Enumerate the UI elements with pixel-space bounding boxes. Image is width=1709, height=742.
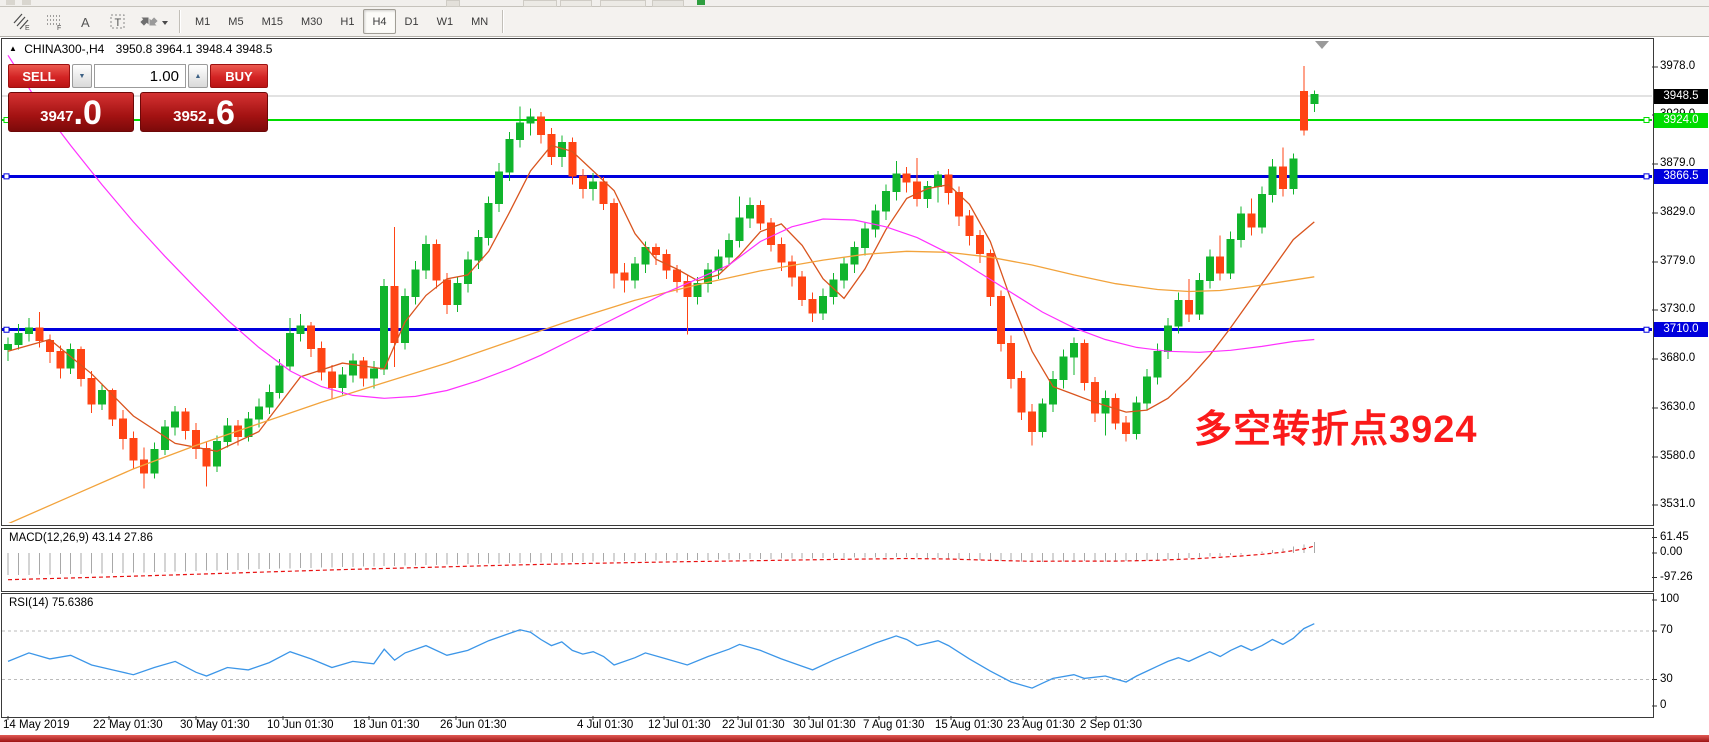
rsi-label: RSI(14) 75.6386 xyxy=(9,597,94,609)
text-icon[interactable]: A xyxy=(71,9,101,35)
buy-button[interactable]: BUY xyxy=(210,64,268,88)
collapse-marker-icon[interactable]: ▲ xyxy=(9,44,17,53)
timeframe-button-m15[interactable]: M15 xyxy=(261,15,283,28)
sell-price-panel[interactable]: 3947 .0 xyxy=(8,92,134,132)
buy-price-int: 3952 xyxy=(173,108,207,125)
time-axis-label: 30 Jul 01:30 xyxy=(793,719,856,731)
support-badge-3710: 3710.0 xyxy=(1654,322,1708,338)
timeframe-button-m5[interactable]: M5 xyxy=(228,15,244,28)
time-axis-label: 14 May 2019 xyxy=(3,719,70,731)
timeframe-button-group: M1 M5 M15 M30 H1 H4 D1 W1 MN xyxy=(186,7,497,36)
sell-button[interactable]: SELL xyxy=(8,64,70,88)
macd-axis-label: 0.00 xyxy=(1660,546,1683,558)
price-tick-label: 3879.0 xyxy=(1660,157,1696,170)
rsi-axis-label: 30 xyxy=(1660,672,1673,685)
clipped-icon xyxy=(446,0,460,7)
time-axis-label: 22 May 01:30 xyxy=(93,719,163,731)
price-tick-label: 3779.0 xyxy=(1660,255,1696,268)
clipped-icon xyxy=(600,0,646,7)
macd-pane[interactable] xyxy=(1,528,1654,592)
fibonacci-icon[interactable]: F xyxy=(39,9,69,35)
toolbar-separator xyxy=(179,10,181,33)
macd-label: MACD(12,26,9) 43.14 27.86 xyxy=(9,532,153,544)
time-axis-label: 22 Jul 01:30 xyxy=(722,719,785,731)
price-tick-label: 3978.0 xyxy=(1660,60,1696,73)
sell-price-dec: .0 xyxy=(73,94,102,133)
clipped-icon xyxy=(652,0,684,7)
time-axis-label: 26 Jun 01:30 xyxy=(440,719,507,731)
volume-decrease-button[interactable]: ▼ xyxy=(72,64,92,88)
time-axis-label: 30 May 01:30 xyxy=(180,719,250,731)
timeframe-button-h4[interactable]: H4 xyxy=(363,9,396,34)
time-axis-label: 23 Aug 01:30 xyxy=(1007,719,1075,731)
arrow-objects-icon[interactable] xyxy=(135,9,173,35)
timeframe-button-mn[interactable]: MN xyxy=(471,15,489,28)
ohlc-values: 3950.8 3964.1 3948.4 3948.5 xyxy=(115,42,273,56)
one-click-trading-panel: SELL ▼ ▲ BUY 3947 .0 3952 .6 xyxy=(8,64,268,134)
time-axis-label: 12 Jul 01:30 xyxy=(648,719,711,731)
rsi-axis-label: 100 xyxy=(1660,593,1680,605)
svg-text:T: T xyxy=(114,17,121,29)
time-axis-label: 10 Jun 01:30 xyxy=(267,719,334,731)
macd-axis-label: 61.45 xyxy=(1660,530,1689,543)
macd-axis-label: -97.26 xyxy=(1660,570,1693,583)
volume-increase-button[interactable]: ▲ xyxy=(188,64,208,88)
clipped-icon xyxy=(560,0,592,7)
svg-text:F: F xyxy=(57,25,61,31)
volume-input[interactable] xyxy=(94,64,186,88)
sell-price-int: 3947 xyxy=(40,108,74,125)
svg-text:A: A xyxy=(81,15,90,30)
current-price-badge: 3948.5 xyxy=(1654,88,1708,104)
clipped-icon xyxy=(22,0,31,5)
rsi-axis-label: 0 xyxy=(1660,699,1667,711)
toolbar-separator xyxy=(502,10,505,33)
price-tick-label: 3630.0 xyxy=(1660,401,1696,414)
clipped-icon-green xyxy=(697,0,705,5)
time-axis-label: 4 Jul 01:30 xyxy=(577,719,634,731)
svg-text:E: E xyxy=(25,25,30,31)
price-tick-label: 3680.0 xyxy=(1660,352,1696,365)
price-tick-label: 3580.0 xyxy=(1660,450,1696,463)
chart-title: ▲ CHINA300-,H4 3950.8 3964.1 3948.4 3948… xyxy=(9,42,272,56)
clipped-icon xyxy=(523,0,557,7)
buy-price-dec: .6 xyxy=(206,94,235,133)
timeframe-button-w1[interactable]: W1 xyxy=(436,15,454,28)
time-axis-label: 15 Aug 01:30 xyxy=(935,719,1003,731)
price-tick-label: 3730.0 xyxy=(1660,303,1696,316)
timeframe-button-d1[interactable]: D1 xyxy=(404,15,419,28)
clipped-toolbar-row xyxy=(0,0,1709,7)
timeframe-button-m1[interactable]: M1 xyxy=(195,15,211,28)
level-badge-3866: 3866.5 xyxy=(1654,168,1708,184)
buy-price-panel[interactable]: 3952 .6 xyxy=(140,92,268,132)
equidistant-channel-icon[interactable]: E xyxy=(7,9,37,35)
chart-text-annotation[interactable]: 多空转折点3924 xyxy=(1194,409,1478,451)
time-axis-label: 18 Jun 01:30 xyxy=(353,719,420,731)
text-label-icon[interactable]: T xyxy=(103,9,133,35)
symbol-period-label: CHINA300-,H4 xyxy=(24,42,105,56)
price-tick-label: 3829.0 xyxy=(1660,206,1696,219)
time-axis-label: 7 Aug 01:30 xyxy=(863,719,925,731)
time-axis-label: 2 Sep 01:30 xyxy=(1080,719,1143,731)
clipped-icon xyxy=(6,0,15,5)
rsi-pane[interactable] xyxy=(1,593,1654,718)
rsi-axis-label: 70 xyxy=(1660,624,1673,636)
timeframe-button-m30[interactable]: M30 xyxy=(300,15,323,28)
bottom-red-bar xyxy=(0,735,1709,742)
resistance-badge-3924: 3924.0 xyxy=(1654,112,1708,128)
toolbar: E F A T xyxy=(0,7,1709,37)
price-tick-label: 3531.0 xyxy=(1660,498,1696,511)
timeframe-button-h1[interactable]: H1 xyxy=(340,15,355,28)
